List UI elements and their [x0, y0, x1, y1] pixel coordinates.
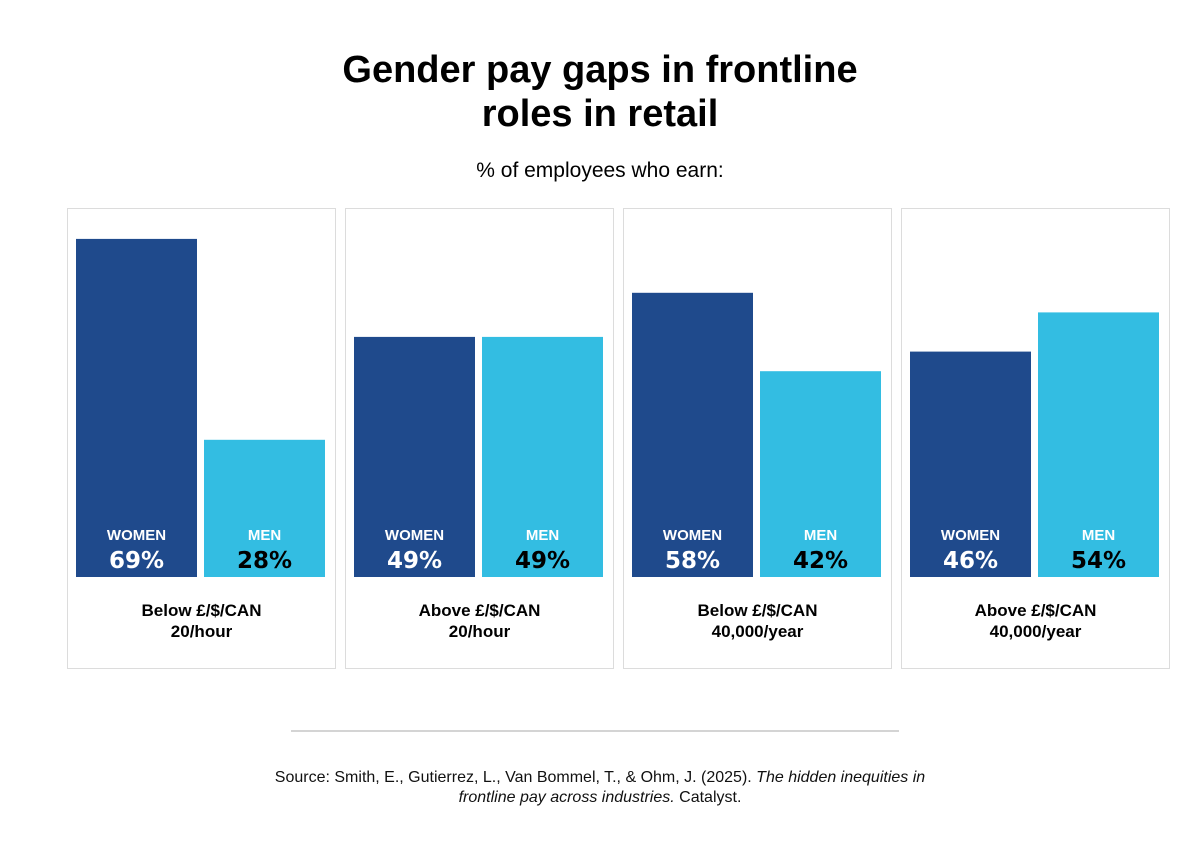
- chart-title: Gender pay gaps in frontline roles in re…: [0, 48, 1200, 136]
- bar-women: [632, 292, 753, 577]
- bar-value-label: 28%: [237, 548, 292, 574]
- bar-value-label: 54%: [1071, 548, 1126, 574]
- bar-series-label: WOMEN: [663, 527, 722, 544]
- bar-series-label: WOMEN: [107, 527, 166, 544]
- bar-men: [482, 336, 603, 577]
- source-title-part-2: frontline pay across industries.: [458, 789, 675, 806]
- chart-subtitle: % of employees who earn:: [476, 159, 724, 182]
- bar-series-label: MEN: [248, 527, 281, 544]
- panel-chart: WOMEN 69% MEN 28%: [76, 238, 325, 577]
- panel-below-20-hour: WOMEN 69% MEN 28% Below £/$/CAN 20/hour: [67, 208, 336, 669]
- footer-divider: [291, 730, 899, 732]
- panel-chart: WOMEN 58% MEN 42%: [632, 292, 881, 577]
- source-suffix: Catalyst.: [679, 789, 742, 806]
- panel-chart: WOMEN 49% MEN 49%: [354, 336, 603, 577]
- bar-series-label: MEN: [1082, 527, 1115, 544]
- bar-value-label: 69%: [109, 548, 164, 574]
- panel-below-40000-year: WOMEN 58% MEN 42% Below £/$/CAN 40,000/year: [623, 208, 892, 669]
- panel-category-label: Above £/$/CAN 40,000/year: [902, 600, 1169, 642]
- panel-label-line-1: Below £/$/CAN: [697, 601, 818, 620]
- bar-value-label: 42%: [793, 548, 848, 574]
- panel-above-40000-year: WOMEN 46% MEN 54% Above £/$/CAN 40,000/year: [901, 208, 1170, 669]
- bar-men: [760, 371, 881, 577]
- panel-label-line-2: 20/hour: [448, 622, 511, 641]
- chart-title-line-2: roles in retail: [481, 93, 719, 135]
- bar-value-label: 58%: [665, 548, 720, 574]
- panel-label-line-2: 40,000/year: [711, 622, 804, 641]
- panel-label-line-1: Above £/$/CAN: [418, 601, 541, 620]
- panel-category-label: Below £/$/CAN 40,000/year: [624, 600, 891, 642]
- panel-label-line-1: Below £/$/CAN: [141, 601, 262, 620]
- bar-series-label: WOMEN: [385, 527, 444, 544]
- bar-series-label: WOMEN: [941, 527, 1000, 544]
- chart-title-line-1: Gender pay gaps in frontline: [342, 49, 858, 91]
- bar-women: [910, 351, 1031, 577]
- bar-men: [204, 439, 325, 577]
- panel-category-label: Above £/$/CAN 20/hour: [346, 600, 613, 642]
- bar-women: [354, 336, 475, 577]
- source-title-part-1: The hidden inequities in: [756, 769, 926, 786]
- source-prefix: Source: Smith, E., Gutierrez, L., Van Bo…: [274, 769, 752, 786]
- source-line-2: frontline pay across industries. Catalys…: [0, 788, 1200, 808]
- panel-label-line-2: 40,000/year: [989, 622, 1082, 641]
- bar-men: [1038, 312, 1159, 577]
- bar-series-label: MEN: [526, 527, 559, 544]
- bar-value-label: 46%: [943, 548, 998, 574]
- panel-above-20-hour: WOMEN 49% MEN 49% Above £/$/CAN 20/hour: [345, 208, 614, 669]
- panel-label-line-1: Above £/$/CAN: [974, 601, 1097, 620]
- panel-category-label: Below £/$/CAN 20/hour: [68, 600, 335, 642]
- bar-series-label: MEN: [804, 527, 837, 544]
- bar-women: [76, 238, 197, 577]
- source-line-1: Source: Smith, E., Gutierrez, L., Van Bo…: [0, 768, 1200, 788]
- panel-label-line-2: 20/hour: [170, 622, 233, 641]
- source-citation: Source: Smith, E., Gutierrez, L., Van Bo…: [0, 768, 1200, 808]
- panel-chart: WOMEN 46% MEN 54%: [910, 312, 1159, 577]
- bar-value-label: 49%: [387, 548, 442, 574]
- bar-value-label: 49%: [515, 548, 570, 574]
